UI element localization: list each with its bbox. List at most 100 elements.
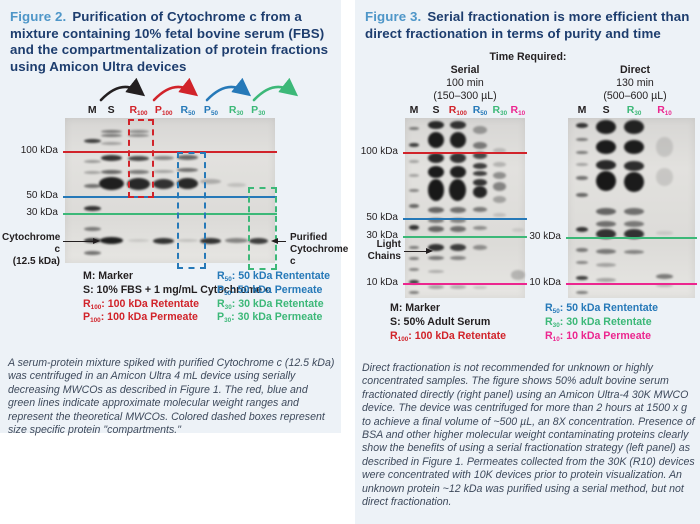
figure-3-title-text: Serial fractionation is more efficient t… (365, 9, 690, 41)
protein-band (493, 162, 507, 168)
protein-band (83, 160, 101, 164)
figure-2-number: Figure 2. (10, 9, 67, 24)
protein-band (100, 134, 122, 138)
legend-entry-M: M: Marker (390, 302, 441, 314)
direct-method-header: Direct 130 min (500–600 µL) (575, 64, 695, 103)
protein-band (428, 166, 444, 178)
protein-band (83, 139, 101, 144)
light-chains-arrow-icon (404, 247, 433, 254)
purified-cytochrome-label: Purified Cytochrome c (290, 232, 349, 267)
legend-entry-R50: R50: 50 kDa Rententate (545, 302, 659, 315)
direct-label: Direct (619, 64, 651, 76)
protein-band (408, 279, 420, 284)
protein-band (83, 171, 101, 175)
protein-band (100, 142, 122, 146)
lane-label-R50: R50 (180, 104, 196, 117)
protein-band (655, 136, 674, 157)
mw-cutoff-line-50kDa (403, 218, 527, 221)
protein-band (655, 274, 674, 280)
protein-band (128, 129, 149, 133)
protein-band (595, 139, 617, 154)
mw-label-10kDa: 10 kDa (366, 277, 398, 289)
protein-band (623, 139, 645, 154)
lane-label-R10: R10 (510, 104, 526, 117)
protein-band (623, 221, 645, 228)
light-chains-label: Light Chains (367, 239, 401, 262)
protein-band (472, 171, 488, 177)
protein-band (428, 206, 444, 213)
compartment-box (176, 151, 206, 270)
fig2-gel-image: M S R100 P100 R50 P50 R30 P30 100 kDa 50 kDa 30 kD… (21, 104, 277, 271)
figure-2-panel: Figure 2. Purification of Cytochrome c fr… (0, 0, 349, 436)
protein-band (575, 138, 589, 142)
serial-transfer-s-to-r100-arrow-icon (99, 77, 146, 102)
protein-band (472, 152, 488, 160)
compartment-box (128, 118, 155, 199)
protein-band (595, 120, 617, 134)
protein-band (83, 238, 101, 244)
protein-band (511, 227, 524, 232)
protein-band (128, 239, 149, 243)
protein-band (408, 188, 420, 192)
protein-band (100, 129, 122, 133)
protein-band (83, 250, 101, 255)
legend-entry-R30: R30: 30 kDa Retentate (545, 315, 652, 329)
mw-cutoff-line-30kDa (63, 212, 277, 215)
serial-time: 100 min (446, 77, 484, 89)
serial-transfer-p100-to-r50-arrow-icon (152, 77, 199, 102)
protein-band (428, 256, 444, 261)
figure-3-title: Figure 3. Serial fractionation is more ef… (365, 9, 695, 42)
fig3-legend-column-2: R50: 50 kDa Rententate R30: 30 kDa Retent… (545, 302, 658, 343)
protein-band (427, 179, 445, 201)
lane-label-M: M (409, 104, 419, 116)
fig2-legend-column-1: M: Marker S: 10% FBS + 1 mg/mL Cytochrome… (83, 270, 271, 325)
legend-entry-P50: P50: 50 kDa Permeate (217, 283, 323, 297)
legend-entry-R10: R10: 10 kDa Permeate (545, 329, 652, 343)
protein-band (100, 169, 122, 174)
protein-band (408, 268, 420, 272)
protein-band (655, 283, 674, 287)
protein-band (83, 205, 101, 211)
compartment-box (247, 187, 277, 271)
protein-band (428, 226, 444, 233)
protein-band (428, 269, 444, 273)
protein-band (595, 228, 617, 239)
lane-label-R100: R100 (448, 104, 467, 117)
protein-band (450, 226, 466, 233)
lane-label-R30: R30 (492, 104, 508, 117)
protein-band (623, 208, 645, 216)
protein-band (428, 285, 444, 290)
protein-band (575, 276, 589, 281)
figure-3-number: Figure 3. (365, 9, 422, 24)
protein-band (595, 221, 617, 228)
lane-label-R100: R100 (129, 104, 148, 117)
mw-label-100kDa: 100 kDa (20, 145, 58, 157)
protein-band (595, 208, 617, 216)
protein-band (226, 182, 246, 187)
protein-band (153, 156, 175, 161)
protein-band (177, 178, 199, 190)
protein-band (575, 175, 589, 180)
protein-band (575, 193, 589, 198)
protein-band (98, 177, 124, 191)
serial-volume: (150–300 µL) (433, 90, 497, 102)
lane-label-R30: R30 (228, 104, 244, 117)
protein-band (595, 263, 617, 268)
lane-label-R50: R50 (472, 104, 488, 117)
protein-band (493, 195, 507, 203)
protein-band (493, 147, 507, 153)
protein-band (450, 166, 466, 178)
protein-band (575, 247, 589, 252)
protein-band (493, 172, 507, 180)
protein-band (449, 179, 467, 201)
protein-band (623, 228, 645, 239)
lane-label-R30: R30 (626, 104, 642, 117)
lane-label-M: M (87, 104, 97, 116)
mw-cutoff-line-100kDa (403, 152, 527, 155)
protein-band (450, 256, 466, 261)
protein-band (472, 206, 488, 212)
lane-label-S: S (432, 104, 440, 116)
mw-label-50kDa: 50 kDa (366, 212, 398, 224)
protein-band (655, 168, 674, 187)
mw-cutoff-line-10kDa (566, 283, 697, 286)
